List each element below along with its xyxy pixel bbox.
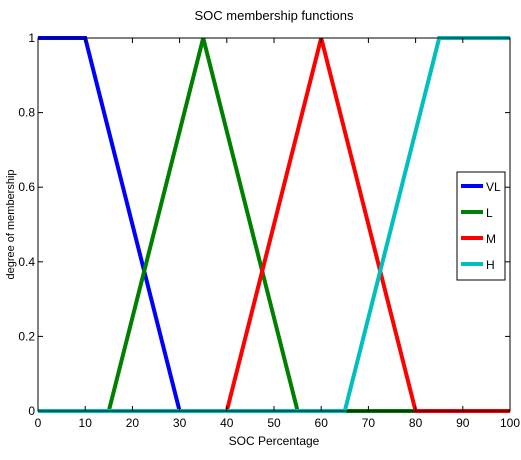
x-tick-label: 40 [220,416,234,430]
x-tick-label: 100 [500,416,520,430]
x-axis-label: SOC Percentage [229,434,320,448]
x-tick-label: 20 [126,416,140,430]
y-axis-label: degree of membership [5,169,17,279]
legend: VL LMH [456,171,506,281]
y-tick-label: 0.8 [18,106,35,120]
x-tick-label: 30 [173,416,187,430]
legend-label-vl: VL [486,180,501,194]
x-tick-label: 90 [456,416,470,430]
series-layer [38,36,510,413]
legend-label-l: L [486,206,493,220]
x-tick-label: 70 [362,416,376,430]
legend-label-h: H [486,258,495,272]
x-tick-label: 10 [79,416,93,430]
x-tick-label: 50 [267,416,281,430]
x-tick-label: 80 [409,416,423,430]
y-tick-label: 1 [28,31,35,45]
legend-label-m: M [486,232,496,246]
chart-title: SOC membership functions [195,8,354,23]
x-tick-label: 0 [35,416,42,430]
series-line-m [38,37,510,413]
y-tick-label: 0.4 [18,255,35,269]
y-tick-label: 0.2 [18,329,35,343]
x-tick-label: 60 [315,416,329,430]
tick-layer: 0 10 20 30 40 50 60 70 80 90 100 0 0.2 0.4 0.6 0.8 1 [18,31,520,430]
y-tick-label: 0.6 [18,180,35,194]
y-tick-label: 0 [28,404,35,418]
